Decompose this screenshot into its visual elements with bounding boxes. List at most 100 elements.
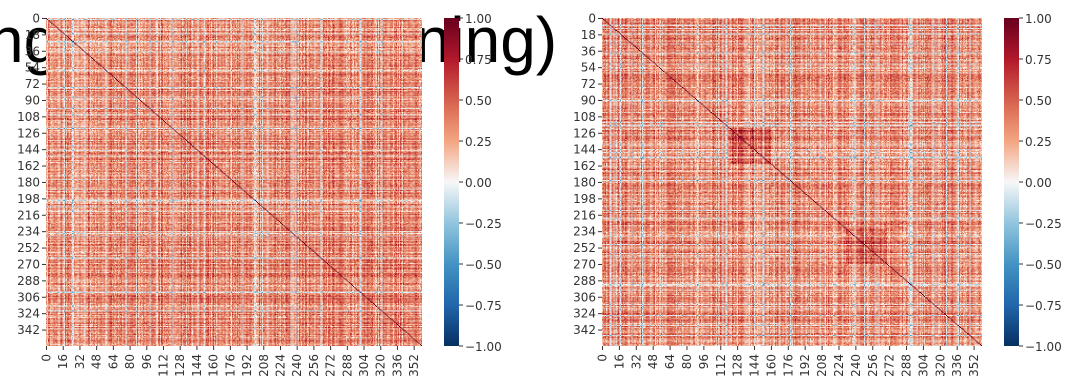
x-tick-label: 144 (190, 354, 204, 377)
y-tick-label: 342 (17, 323, 40, 337)
x-tick-label: 112 (157, 354, 171, 377)
x-tick-label: 80 (123, 354, 137, 369)
colorbar-tick-label: 1.00 (465, 12, 492, 26)
y-tick-label: 108 (17, 110, 40, 124)
x-tick-label: 64 (663, 354, 677, 369)
colorbar-tick-label: 0.50 (465, 94, 492, 108)
y-tick-label: 198 (573, 192, 596, 206)
x-tick-label: 48 (90, 354, 104, 369)
y-tick-label: 162 (573, 159, 596, 173)
x-tick-label: 128 (173, 354, 187, 377)
colorbar-tick-label: 0.75 (1025, 53, 1052, 67)
x-tick-label: 16 (612, 354, 626, 369)
colorbar-tick-label: −0.25 (465, 217, 502, 231)
colorbar-tick-label: −1.00 (1025, 340, 1062, 354)
x-tick-label: 288 (340, 354, 354, 377)
x-tick-label: 176 (223, 354, 237, 377)
heatmap-cells-1 (46, 18, 422, 346)
colorbar-tick-label: 0.25 (1025, 135, 1052, 149)
x-tick-label: 352 (967, 354, 981, 377)
x-tick-label: 208 (815, 354, 829, 377)
x-tick-label: 96 (140, 354, 154, 369)
x-tick-label: 256 (866, 354, 880, 377)
x-tick-label: 0 (40, 354, 54, 362)
x-tick-label: 160 (764, 354, 778, 377)
colorbar-tick-label: −1.00 (465, 340, 502, 354)
colorbar-tick-label: −0.50 (1025, 258, 1062, 272)
x-tick-label: 272 (324, 354, 338, 377)
x-tick-label: 240 (849, 354, 863, 377)
y-tick-label: 324 (17, 307, 40, 321)
x-tick-label: 80 (680, 354, 694, 369)
x-tick-label: 224 (273, 354, 287, 377)
colorbar-tick-label: 0.75 (465, 53, 492, 67)
x-tick-label: 96 (697, 354, 711, 369)
x-tick-label: 336 (390, 354, 404, 377)
y-tick-label: 126 (17, 126, 40, 140)
y-tick-label: 90 (581, 93, 596, 107)
x-tick-label: 192 (798, 354, 812, 377)
y-tick-label: 324 (573, 307, 596, 321)
x-tick-label: 160 (207, 354, 221, 377)
colorbar-tick-label: −0.50 (465, 258, 502, 272)
y-tick-label: 216 (17, 208, 40, 222)
x-tick-label: 32 (73, 354, 87, 369)
x-tick-label: 16 (56, 354, 70, 369)
x-tick-label: 256 (307, 354, 321, 377)
y-tick-label: 36 (581, 44, 596, 58)
y-tick-label: 234 (573, 225, 596, 239)
x-tick-label: 176 (781, 354, 795, 377)
colorbar-tick-label: 1.00 (1025, 12, 1052, 26)
y-tick-label: 198 (17, 192, 40, 206)
x-tick-label: 352 (407, 354, 421, 377)
y-tick-label: 90 (25, 93, 40, 107)
x-tick-label: 32 (629, 354, 643, 369)
y-tick-label: 180 (17, 175, 40, 189)
x-tick-label: 272 (883, 354, 897, 377)
heatmap-cells-2 (602, 18, 982, 346)
x-tick-label: 304 (357, 354, 371, 377)
y-tick-label: 306 (573, 290, 596, 304)
y-tick-label: 0 (588, 11, 596, 25)
y-tick-label: 108 (573, 110, 596, 124)
y-tick-label: 288 (17, 274, 40, 288)
y-tick-label: 144 (17, 143, 40, 157)
y-tick-label: 252 (573, 241, 596, 255)
y-tick-label: 18 (25, 28, 40, 42)
x-tick-label: 320 (933, 354, 947, 377)
colorbar (1004, 18, 1019, 346)
y-tick-label: 234 (17, 225, 40, 239)
x-tick-label: 144 (748, 354, 762, 377)
colorbar-tick-label: 0.00 (465, 176, 492, 190)
colorbar-tick-label: −0.25 (1025, 217, 1062, 231)
x-tick-label: 320 (374, 354, 388, 377)
x-tick-label: 112 (714, 354, 728, 377)
y-tick-label: 72 (25, 77, 40, 91)
y-tick-label: 342 (573, 323, 596, 337)
y-tick-label: 72 (581, 77, 596, 91)
y-tick-label: 270 (17, 257, 40, 271)
y-tick-label: 306 (17, 290, 40, 304)
y-tick-label: 216 (573, 208, 596, 222)
x-tick-label: 288 (900, 354, 914, 377)
y-tick-label: 144 (573, 143, 596, 157)
colorbar-tick-label: 0.25 (465, 135, 492, 149)
x-tick-label: 304 (916, 354, 930, 377)
y-tick-label: 126 (573, 126, 596, 140)
x-tick-label: 240 (290, 354, 304, 377)
x-tick-label: 208 (257, 354, 271, 377)
colorbar-tick-label: −0.75 (1025, 299, 1062, 313)
x-tick-label: 224 (832, 354, 846, 377)
x-tick-label: 128 (731, 354, 745, 377)
colorbar-tick-label: 0.00 (1025, 176, 1052, 190)
x-tick-label: 192 (240, 354, 254, 377)
x-tick-label: 64 (106, 354, 120, 369)
y-tick-label: 270 (573, 257, 596, 271)
colorbar-tick-label: −0.75 (465, 299, 502, 313)
colorbar-tick-label: 0.50 (1025, 94, 1052, 108)
y-tick-label: 288 (573, 274, 596, 288)
x-tick-label: 48 (646, 354, 660, 369)
y-tick-label: 252 (17, 241, 40, 255)
